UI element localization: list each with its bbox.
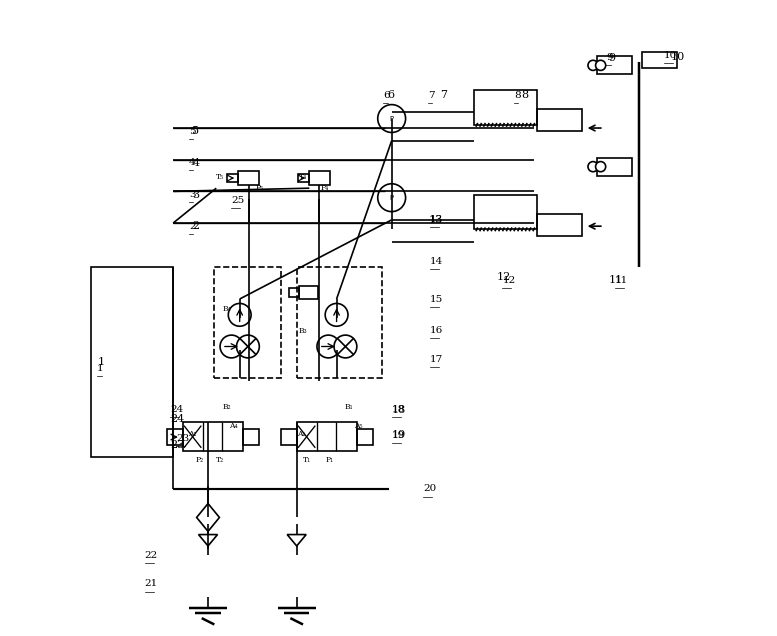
Text: 7: 7 <box>441 90 448 100</box>
Text: 24: 24 <box>170 414 184 424</box>
Text: 25: 25 <box>232 197 245 205</box>
Text: 10: 10 <box>671 52 685 62</box>
Bar <box>474 90 538 125</box>
Bar <box>243 429 259 445</box>
Text: P₂: P₂ <box>195 457 204 464</box>
Bar <box>642 52 677 68</box>
Text: A₅: A₅ <box>354 422 362 430</box>
Text: 6: 6 <box>383 90 390 100</box>
Text: 4: 4 <box>192 158 200 168</box>
Bar <box>309 171 329 185</box>
Text: 2: 2 <box>192 221 200 231</box>
Bar <box>474 195 538 230</box>
Circle shape <box>595 162 606 172</box>
Text: 15: 15 <box>430 294 443 303</box>
Circle shape <box>317 335 340 358</box>
Bar <box>538 109 582 131</box>
Text: A₄: A₄ <box>229 422 238 430</box>
Bar <box>91 267 173 457</box>
Circle shape <box>595 60 606 71</box>
Bar <box>598 158 632 176</box>
Text: T₄: T₄ <box>298 174 307 181</box>
Polygon shape <box>199 535 218 546</box>
Text: 23: 23 <box>176 434 190 443</box>
Text: T₁: T₁ <box>303 457 311 464</box>
Text: 22: 22 <box>145 551 158 560</box>
Bar <box>538 214 582 236</box>
Text: P₄: P₄ <box>321 184 329 192</box>
Bar <box>214 267 280 378</box>
Text: 7: 7 <box>428 90 434 100</box>
Text: 20: 20 <box>423 485 437 494</box>
Text: 10: 10 <box>664 51 678 60</box>
Text: 6: 6 <box>387 90 395 100</box>
Text: 24: 24 <box>170 405 183 414</box>
Text: 23: 23 <box>170 439 184 450</box>
Text: P: P <box>389 195 394 201</box>
Bar <box>280 429 297 445</box>
Bar <box>183 422 243 451</box>
Text: 1: 1 <box>97 357 104 368</box>
Text: 21: 21 <box>145 579 158 588</box>
Text: 11: 11 <box>608 275 622 285</box>
Text: B₂: B₂ <box>222 403 232 411</box>
Text: T₂: T₂ <box>216 457 225 464</box>
Circle shape <box>220 335 243 358</box>
Circle shape <box>378 104 406 132</box>
Text: 12: 12 <box>497 272 510 282</box>
Bar <box>167 429 183 445</box>
Text: 1: 1 <box>97 364 104 373</box>
Circle shape <box>334 335 357 358</box>
Text: 14: 14 <box>430 256 443 265</box>
Text: B₃: B₃ <box>298 327 307 335</box>
Text: 3: 3 <box>192 190 200 200</box>
Text: 5: 5 <box>192 126 200 136</box>
Text: 18: 18 <box>392 405 406 415</box>
Text: P: P <box>389 116 394 121</box>
Bar <box>239 171 259 185</box>
Circle shape <box>236 335 260 358</box>
Text: 2: 2 <box>189 222 196 231</box>
Text: B₄: B₄ <box>222 305 232 312</box>
Bar <box>357 429 373 445</box>
Polygon shape <box>197 504 219 532</box>
Text: 17: 17 <box>430 355 443 364</box>
Circle shape <box>588 162 598 172</box>
Bar <box>298 174 309 183</box>
Bar <box>598 57 632 74</box>
Text: 19: 19 <box>392 431 405 439</box>
Bar <box>297 267 382 378</box>
Text: 11: 11 <box>615 275 629 284</box>
Text: 9: 9 <box>608 53 615 64</box>
Text: A₂: A₂ <box>188 430 197 438</box>
Text: 5: 5 <box>189 127 196 135</box>
Polygon shape <box>287 535 306 546</box>
Text: P₁: P₁ <box>326 457 333 464</box>
Text: 8: 8 <box>514 90 521 100</box>
Text: A₁: A₁ <box>297 430 305 438</box>
Text: 9: 9 <box>606 53 613 62</box>
Text: 13: 13 <box>430 216 443 225</box>
Text: T₅: T₅ <box>216 174 225 181</box>
Circle shape <box>378 184 406 212</box>
Bar <box>298 286 318 299</box>
Text: 4: 4 <box>189 158 196 167</box>
Text: 12: 12 <box>503 275 516 284</box>
Bar <box>289 288 298 297</box>
Bar <box>227 174 239 183</box>
Text: 16: 16 <box>430 326 443 335</box>
Text: 3: 3 <box>189 190 196 199</box>
Text: 18: 18 <box>392 405 405 414</box>
Text: 13: 13 <box>428 215 443 225</box>
Text: 8: 8 <box>521 90 528 100</box>
Text: B₁: B₁ <box>344 403 353 411</box>
Bar <box>297 422 357 451</box>
Circle shape <box>326 303 348 326</box>
Text: P₅: P₅ <box>256 184 263 192</box>
Circle shape <box>588 60 598 71</box>
Text: 19: 19 <box>392 430 406 440</box>
Circle shape <box>228 303 251 326</box>
